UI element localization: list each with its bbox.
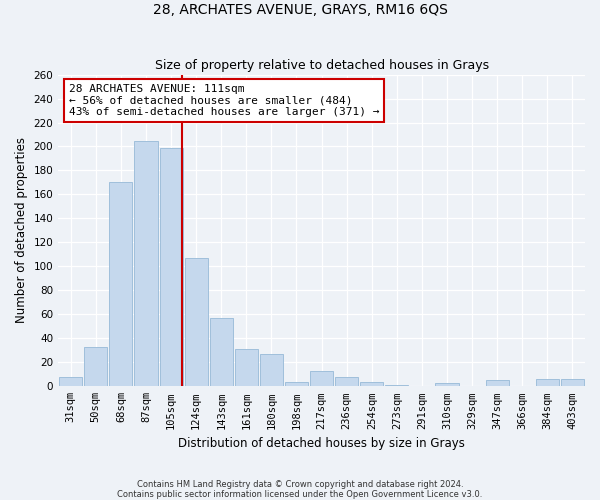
Bar xyxy=(485,380,509,386)
X-axis label: Distribution of detached houses by size in Grays: Distribution of detached houses by size … xyxy=(178,437,465,450)
Bar xyxy=(260,354,283,386)
Bar xyxy=(310,370,333,386)
Text: Contains HM Land Registry data © Crown copyright and database right 2024.
Contai: Contains HM Land Registry data © Crown c… xyxy=(118,480,482,499)
Bar xyxy=(185,258,208,386)
Bar xyxy=(360,382,383,386)
Bar xyxy=(160,148,182,386)
Bar xyxy=(134,140,158,386)
Text: 28, ARCHATES AVENUE, GRAYS, RM16 6QS: 28, ARCHATES AVENUE, GRAYS, RM16 6QS xyxy=(152,2,448,16)
Title: Size of property relative to detached houses in Grays: Size of property relative to detached ho… xyxy=(155,59,488,72)
Bar xyxy=(385,385,409,386)
Bar xyxy=(235,349,258,387)
Bar xyxy=(59,376,82,386)
Bar xyxy=(84,346,107,387)
Bar xyxy=(109,182,133,386)
Bar xyxy=(436,382,458,386)
Bar xyxy=(561,379,584,386)
Y-axis label: Number of detached properties: Number of detached properties xyxy=(15,138,28,324)
Bar xyxy=(335,376,358,386)
Text: 28 ARCHATES AVENUE: 111sqm
← 56% of detached houses are smaller (484)
43% of sem: 28 ARCHATES AVENUE: 111sqm ← 56% of deta… xyxy=(69,84,379,117)
Bar xyxy=(536,379,559,386)
Bar xyxy=(209,318,233,386)
Bar xyxy=(285,382,308,386)
